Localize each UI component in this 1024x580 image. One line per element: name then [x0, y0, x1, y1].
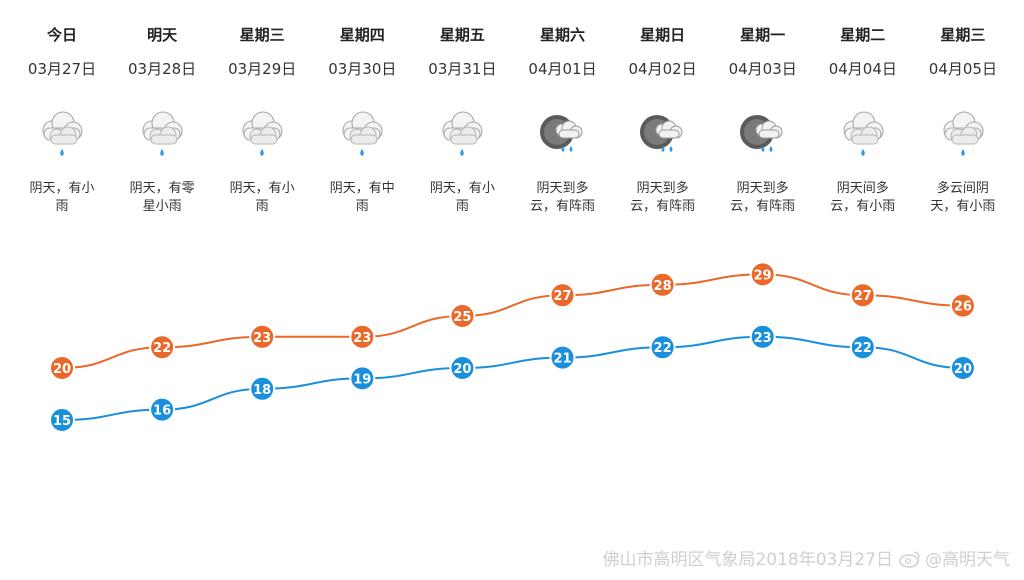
temperature-chart: 20 22 23 23 25 27 28 29 27 26 15 16 18 19 20 21 22 23 22 20 — [49, 261, 976, 433]
day-name: 星期六 — [539, 26, 585, 44]
cloud-rain-icon — [237, 108, 287, 164]
cloud-rain-icon — [137, 108, 187, 164]
weather-description: 多云间阴天，有小雨 — [930, 181, 996, 214]
cloud-rain-icon — [838, 108, 888, 164]
low-temp-point — [49, 407, 75, 433]
high-temp-point — [249, 323, 276, 350]
weather-description: 阴天，有零星小雨 — [129, 181, 195, 214]
day-name: 今日 — [46, 26, 77, 44]
day-name: 星期三 — [239, 26, 285, 44]
weather-description: 阴天间多云，有小雨 — [830, 181, 896, 214]
day-date: 04月05日 — [928, 60, 997, 78]
cloud-rain-icon — [337, 108, 387, 164]
high-temp-label: 20 — [53, 362, 71, 377]
day-date: 03月29日 — [228, 60, 297, 78]
day-date: 04月04日 — [828, 60, 897, 78]
low-temp-label: 16 — [153, 404, 171, 419]
watermark-text: 佛山市高明区气象局2018年03月27日 — [602, 550, 893, 570]
low-temp-label: 20 — [453, 362, 471, 377]
day-date: 04月03日 — [728, 60, 797, 78]
high-temp-point — [949, 292, 976, 319]
low-temp-point — [749, 323, 776, 350]
high-temp-point — [349, 323, 376, 350]
day-name: 星期二 — [840, 26, 886, 44]
cloud-rain-icon — [37, 108, 87, 164]
high-temp-label: 25 — [453, 310, 471, 325]
high-temp-label: 23 — [253, 331, 271, 346]
low-temp-label: 23 — [754, 331, 772, 346]
weather-description: 阴天到多云，有阵雨 — [730, 181, 796, 214]
day-name: 星期五 — [439, 26, 485, 44]
low-temp-label: 15 — [53, 414, 71, 429]
high-temp-point — [749, 261, 776, 288]
watermark-account: @高明天气 — [925, 550, 1010, 570]
moon-cloud-shower-icon — [738, 108, 788, 164]
high-temp-label: 22 — [153, 341, 171, 356]
low-temp-point — [449, 355, 476, 381]
weather-description: 阴天，有小雨 — [29, 181, 95, 214]
day-name: 星期四 — [339, 26, 385, 44]
high-temp-point — [549, 282, 576, 309]
day-date: 04月02日 — [628, 60, 697, 78]
weibo-icon — [899, 550, 921, 568]
low-temp-label: 21 — [553, 352, 571, 367]
weather-description: 阴天，有中雨 — [329, 181, 395, 214]
high-temp-point — [649, 271, 676, 298]
low-temp-point — [849, 334, 876, 361]
day-date: 03月30日 — [328, 60, 397, 78]
day-date: 03月27日 — [27, 60, 97, 78]
low-temp-label: 19 — [353, 372, 371, 387]
low-temp-point — [949, 355, 976, 381]
low-temp-point — [649, 334, 676, 361]
low-temp-label: 22 — [654, 341, 672, 356]
weather-description: 阴天，有小雨 — [429, 181, 495, 214]
high-temp-label: 27 — [553, 289, 571, 304]
low-temp-point — [549, 344, 576, 371]
high-temp-label: 27 — [854, 289, 872, 304]
high-temp-label: 23 — [353, 331, 371, 346]
low-temp-label: 18 — [253, 383, 271, 398]
day-name: 星期日 — [640, 26, 686, 44]
low-temp-point — [149, 396, 176, 423]
low-temp-point — [349, 365, 376, 392]
day-date: 03月28日 — [128, 60, 197, 78]
moon-cloud-shower-icon — [638, 108, 688, 164]
cloud-rain-icon — [437, 108, 487, 164]
low-temp-label: 22 — [854, 341, 872, 356]
moon-cloud-shower-icon — [538, 108, 588, 164]
day-name: 星期三 — [940, 26, 986, 44]
high-temp-point — [49, 355, 75, 381]
high-temp-point — [149, 334, 176, 361]
low-temp-line — [61, 335, 963, 421]
cloud-rain-icon — [938, 108, 988, 164]
day-date: 03月31日 — [428, 60, 497, 78]
day-name: 明天 — [147, 26, 178, 44]
weather-description: 阴天到多云，有阵雨 — [529, 181, 595, 214]
day-name: 星期一 — [740, 26, 786, 44]
weather-description: 阴天到多云，有阵雨 — [630, 181, 696, 214]
high-temp-line — [61, 273, 963, 369]
high-temp-point — [849, 282, 876, 309]
high-temp-label: 28 — [654, 279, 672, 294]
high-temp-label: 29 — [754, 268, 772, 283]
high-temp-point — [449, 303, 476, 329]
low-temp-point — [249, 375, 276, 402]
day-date: 04月01日 — [528, 60, 597, 78]
low-temp-label: 20 — [954, 362, 972, 377]
weather-description: 阴天，有小雨 — [229, 181, 295, 214]
high-temp-label: 26 — [954, 300, 972, 315]
watermark: 佛山市高明区气象局2018年03月27日 @高明天气 — [602, 545, 1010, 570]
